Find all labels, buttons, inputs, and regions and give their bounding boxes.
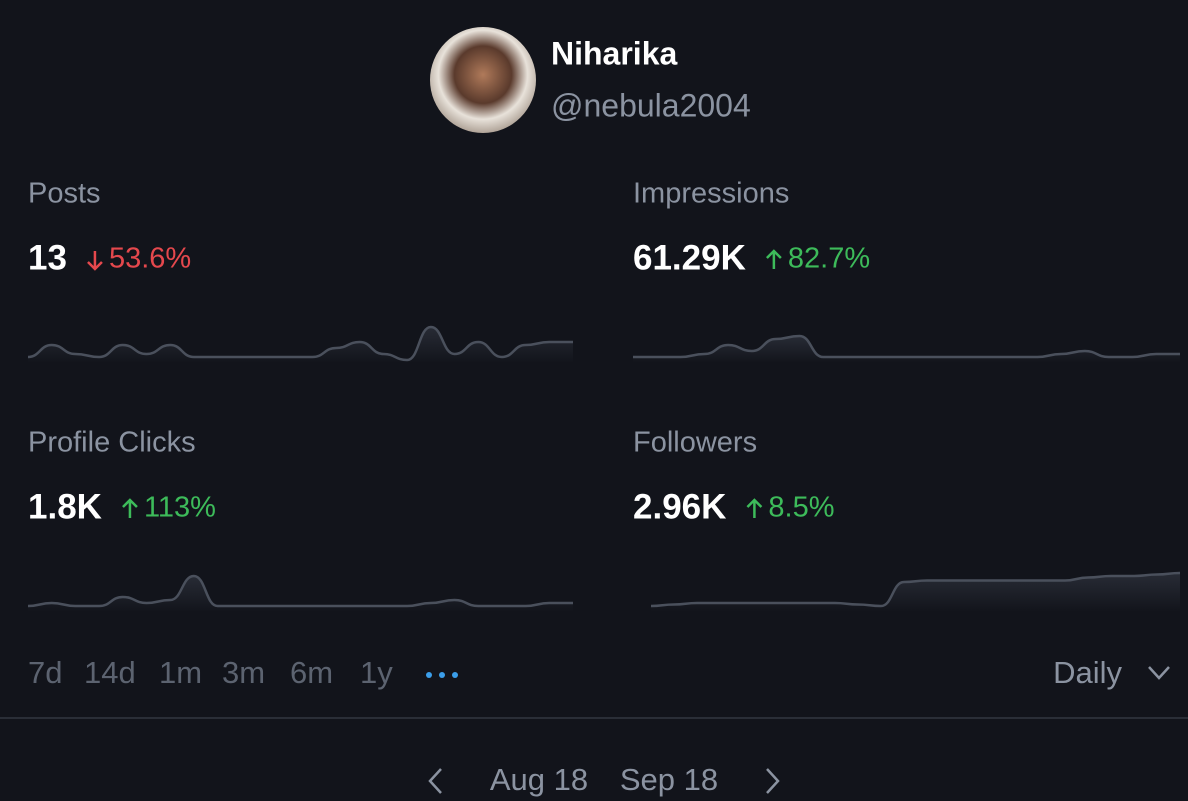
dot bbox=[452, 672, 458, 678]
metric-value: 1.8K bbox=[28, 487, 102, 526]
dot bbox=[439, 672, 445, 678]
period-start: Aug 18 bbox=[490, 762, 588, 797]
metric-label: Posts bbox=[28, 178, 101, 210]
range-tab[interactable]: 1y bbox=[360, 655, 393, 690]
metric-change: 82.7% bbox=[788, 243, 870, 275]
interval-select[interactable]: Daily bbox=[1053, 655, 1122, 690]
range-tabs: 7d 14d 1m 3m 6m 1y bbox=[28, 655, 393, 690]
metric-change: 53.6% bbox=[109, 243, 191, 275]
metric-value: 2.96K bbox=[633, 487, 726, 526]
trend-arrow bbox=[122, 498, 138, 518]
profile-name: Niharika bbox=[551, 35, 677, 71]
prev-period[interactable] bbox=[428, 768, 442, 794]
trend-arrow bbox=[87, 251, 103, 271]
dropdown-chevron[interactable] bbox=[1148, 666, 1170, 680]
range-tab[interactable]: 6m bbox=[290, 655, 333, 690]
metric-value: 61.29K bbox=[633, 238, 746, 277]
range-tab[interactable]: 1m bbox=[159, 655, 202, 690]
avatar[interactable] bbox=[430, 27, 536, 133]
metric-value: 13 bbox=[28, 238, 67, 277]
sparkline bbox=[27, 325, 573, 362]
metric-label: Followers bbox=[633, 427, 757, 459]
range-tab[interactable]: 7d bbox=[28, 655, 62, 690]
sparkline bbox=[27, 574, 573, 608]
more-ranges[interactable] bbox=[426, 672, 458, 678]
sparkline-area bbox=[633, 336, 1180, 363]
dot bbox=[426, 672, 432, 678]
metric-label: Profile Clicks bbox=[28, 427, 196, 459]
trend-arrow bbox=[746, 498, 763, 518]
metric-change: 113% bbox=[144, 492, 216, 524]
period-end: Sep 18 bbox=[620, 762, 718, 797]
range-tab[interactable]: 3m bbox=[222, 655, 265, 690]
sparkline bbox=[650, 571, 1181, 608]
metrics-grid: Posts 13 53.6% Impressions 61.29K 82.7% Profil… bbox=[27, 178, 1181, 612]
range-tab[interactable]: 14d bbox=[84, 655, 136, 690]
profile-handle: @nebula2004 bbox=[551, 87, 751, 123]
next-period[interactable] bbox=[766, 768, 780, 794]
metric-label: Impressions bbox=[633, 178, 789, 210]
sparkline-area bbox=[28, 327, 573, 363]
sparkline-area bbox=[651, 573, 1180, 612]
sparkline bbox=[633, 334, 1180, 359]
metric-change: 8.5% bbox=[768, 492, 834, 524]
trend-arrow bbox=[765, 249, 782, 269]
